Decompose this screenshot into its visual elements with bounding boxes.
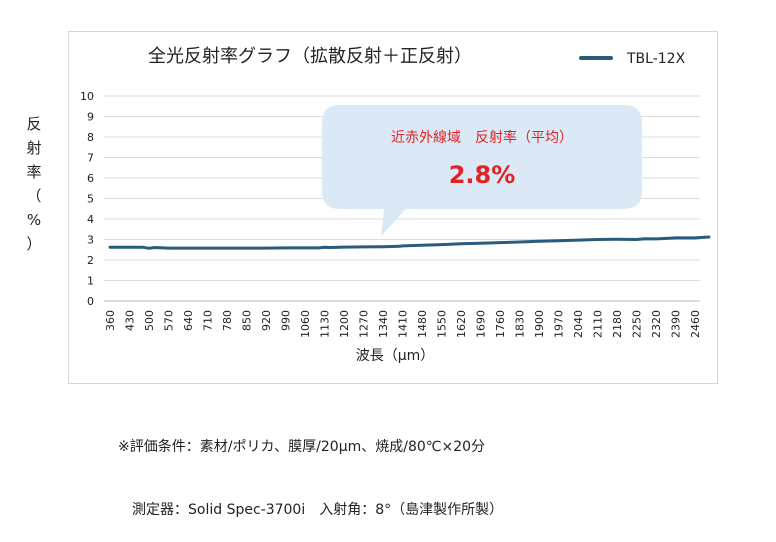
x-tick-label: 1270 — [358, 310, 371, 338]
y-tick-label: 8 — [87, 131, 94, 144]
y-tick-labels: 0 1 2 3 4 5 6 7 8 9 10 — [80, 90, 94, 308]
x-tick-label: 2390 — [670, 310, 683, 338]
note-line-conditions: ※評価条件：素材/ポリカ、膜厚/20μm、焼成/80℃×20分 — [118, 439, 486, 455]
y-tick-label: 4 — [87, 213, 94, 226]
x-tick-label: 1410 — [397, 310, 410, 338]
x-tick-label: 2040 — [572, 310, 585, 338]
average-callout: 近赤外線域 反射率（平均） 2.8% — [322, 105, 642, 236]
x-tick-label: 2460 — [689, 310, 702, 338]
y-axis-label-char: 反 — [26, 115, 42, 133]
y-tick-label: 10 — [80, 90, 94, 103]
legend-label-tbl-12x: TBL-12X — [626, 51, 686, 67]
x-tick-label: 1620 — [455, 310, 468, 338]
y-axis-label: 反射率 （% ） — [20, 112, 48, 256]
y-tick-label: 3 — [87, 234, 94, 247]
chart-title: 全光反射率グラフ（拡散反射＋正反射） — [148, 46, 472, 67]
x-tick-label: 2320 — [650, 310, 663, 338]
x-tick-label: 780 — [221, 310, 234, 331]
y-tick-label: 5 — [87, 193, 94, 206]
legend: TBL-12X — [579, 51, 686, 67]
reflectance-chart: 全光反射率グラフ（拡散反射＋正反射） TBL-12X 012345678910 … — [80, 46, 711, 364]
x-tick-label: 360 — [104, 310, 117, 331]
series-layer — [108, 235, 711, 250]
x-tick-label: 1970 — [553, 310, 566, 338]
x-tick-label: 1550 — [436, 310, 449, 338]
x-tick-label: 850 — [241, 310, 254, 331]
x-tick-label: 430 — [124, 310, 137, 331]
y-axis-label-char: 率 — [26, 163, 42, 181]
x-tick-label: 1480 — [416, 310, 429, 338]
x-tick-label: 1690 — [475, 310, 488, 338]
x-axis-label: 波長（μm） — [356, 348, 435, 364]
x-tick-label: 920 — [260, 310, 273, 331]
y-axis-label-char: 射 — [26, 139, 42, 157]
x-tick-label: 2110 — [592, 310, 605, 338]
x-tick-label: 1760 — [494, 310, 507, 338]
y-axis-label-char: （ — [26, 187, 42, 205]
evaluation-notes: ※評価条件：素材/ポリカ、膜厚/20μm、焼成/80℃×20分 測定器：Soli… — [118, 395, 503, 542]
x-tick-label: 990 — [280, 310, 293, 331]
callout-value: 2.8% — [449, 161, 516, 189]
y-tick-label: 9 — [87, 111, 94, 124]
x-tick-label: 1200 — [338, 310, 351, 338]
x-tick-label: 1340 — [377, 310, 390, 338]
y-axis-label-char: ） — [26, 235, 42, 253]
x-tick-label: 1060 — [299, 310, 312, 338]
callout-bubble — [322, 105, 642, 236]
y-tick-label: 2 — [87, 254, 94, 267]
series-line-tbl-12x — [108, 235, 711, 250]
x-tick-label: 2180 — [611, 310, 624, 338]
x-tick-label: 570 — [163, 310, 176, 331]
x-tick-labels: 360 430 500 570 640 710 780 850 920 990 1060 1130 12… — [104, 310, 702, 338]
x-tick-label: 500 — [143, 310, 156, 331]
x-tick-label: 710 — [202, 310, 215, 331]
y-tick-label: 1 — [87, 275, 94, 288]
y-tick-label: 6 — [87, 172, 94, 185]
note-line-instrument: 測定器：Solid Spec-3700i 入射角：8°（島津製作所製） — [118, 502, 504, 518]
x-tick-label: 1900 — [533, 310, 546, 338]
x-tick-label: 1830 — [514, 310, 527, 338]
y-tick-label: 7 — [87, 152, 94, 165]
x-tick-label: 2250 — [631, 310, 644, 338]
x-tick-label: 1130 — [319, 310, 332, 338]
callout-title: 近赤外線域 反射率（平均） — [391, 129, 573, 146]
y-axis-label-char: % — [26, 211, 42, 229]
x-tick-label: 640 — [182, 310, 195, 331]
y-tick-label: 0 — [87, 295, 94, 308]
